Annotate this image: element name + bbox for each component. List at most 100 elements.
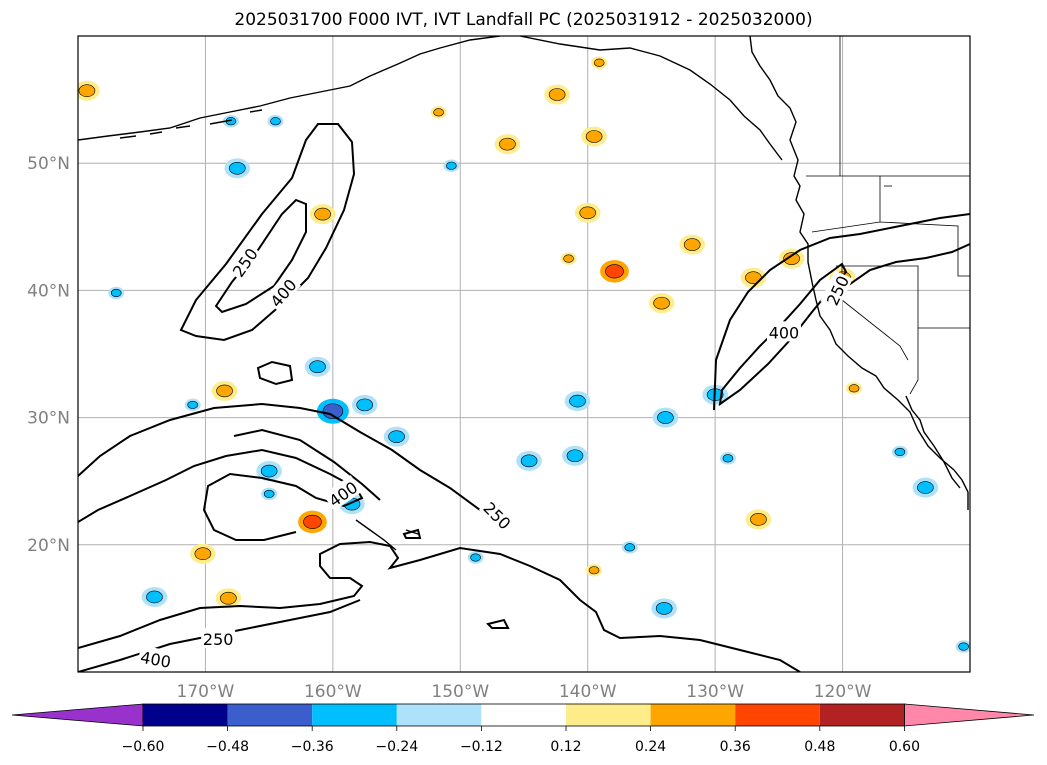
pc-feature-core <box>593 58 605 67</box>
pc-feature <box>591 56 608 69</box>
pc-feature <box>562 445 588 466</box>
pc-feature <box>912 477 939 498</box>
pc-feature-core <box>314 207 331 221</box>
pc-feature-core <box>216 384 233 398</box>
pc-feature <box>652 407 679 428</box>
pc-feature <box>304 356 331 377</box>
lon-tick-label: 120°W <box>814 682 872 702</box>
pc-feature-core <box>356 398 374 412</box>
lon-tick-label: 170°W <box>177 682 235 702</box>
contour-label-bg <box>322 475 363 512</box>
pc-feature-core <box>563 254 574 263</box>
colorbar-segment <box>143 704 228 726</box>
pc-feature-core <box>433 108 444 117</box>
colorbar-segment <box>396 704 482 726</box>
contour-label-bg <box>226 242 263 282</box>
pc-feature-core <box>566 449 584 463</box>
pc-feature-core <box>499 137 516 151</box>
coastline-north-america <box>749 36 969 510</box>
lat-tick-label: 50°N <box>27 154 70 174</box>
pc-feature <box>108 286 125 300</box>
pc-feature <box>778 248 805 269</box>
pc-feature-core <box>605 264 624 279</box>
pc-feature-core <box>653 296 670 310</box>
contour-label: 400 <box>766 321 801 342</box>
pc-feature-core <box>548 88 566 101</box>
pc-features <box>78 56 970 653</box>
colorbar-tick-label: −0.24 <box>375 739 418 755</box>
pc-feature <box>544 84 570 105</box>
pc-feature <box>351 394 378 415</box>
pc-feature-core <box>783 252 800 265</box>
pc-feature <box>467 551 484 564</box>
lon-tick-label: 150°W <box>431 682 489 702</box>
colorbar-tick-label: −0.12 <box>460 739 503 755</box>
colorbar-segment <box>566 704 651 726</box>
lon-tick-label: 160°W <box>304 682 362 702</box>
contour-label: 250 <box>201 627 236 649</box>
contour-250-coast <box>713 213 970 411</box>
pc-feature-core <box>958 642 969 651</box>
pc-feature-core <box>848 384 860 393</box>
colorbar-tick-label: −0.60 <box>122 739 165 755</box>
pc-feature <box>298 510 327 534</box>
pc-feature-core <box>579 206 597 220</box>
contour-label-bg <box>820 270 853 310</box>
colorbar-tick-label: −0.48 <box>206 739 249 755</box>
pc-feature-core <box>388 430 405 443</box>
pc-feature-core <box>260 464 278 478</box>
contour-label-bg <box>201 627 236 648</box>
contour-250-north <box>179 123 356 342</box>
colorbar-segment <box>227 704 313 726</box>
coastline-aleutians <box>119 109 263 139</box>
pc-feature <box>215 588 242 609</box>
contour-label-bg <box>766 321 801 342</box>
contour-400-coast <box>718 262 848 407</box>
colorbar-frame <box>142 703 905 727</box>
colorbar-tick-label: 0.60 <box>889 739 920 755</box>
coastline-baja <box>905 395 961 489</box>
pc-feature <box>494 134 521 155</box>
pc-feature-core <box>470 553 481 562</box>
lon-tick-label: 130°W <box>686 682 744 702</box>
pc-feature <box>955 640 970 653</box>
contour-label: 400 <box>137 645 175 672</box>
pc-feature-core <box>322 403 344 420</box>
pc-feature-core <box>309 360 326 374</box>
contour-label-bg <box>137 645 175 672</box>
pc-feature-core <box>270 117 281 126</box>
pc-feature-core <box>187 400 198 409</box>
pc-feature <box>648 293 675 314</box>
colorbar-tick-label: 0.36 <box>720 739 751 755</box>
coastline-alaska-south <box>519 36 783 161</box>
pc-feature-core <box>194 547 212 561</box>
pc-feature <box>560 252 577 265</box>
pc-feature-core <box>722 454 734 463</box>
pc-feature <box>184 398 201 412</box>
pc-feature <box>574 202 601 223</box>
colorbar-tick-label: 0.48 <box>804 739 835 755</box>
pc-feature-core <box>110 288 122 297</box>
pc-feature <box>430 106 447 119</box>
plot-area <box>78 36 970 672</box>
pc-feature <box>316 398 349 424</box>
pc-feature-core <box>520 454 538 468</box>
lat-tick-label: 30°N <box>27 409 70 429</box>
pc-feature-core <box>683 238 701 251</box>
contour-small-loop-1 <box>402 528 422 539</box>
contour-250-south <box>78 540 801 672</box>
pc-feature-core <box>263 489 275 498</box>
contour-small-loop-2 <box>486 618 510 629</box>
contour-label: 250 <box>820 270 853 310</box>
pc-feature-core <box>228 161 246 175</box>
pc-feature <box>719 452 736 465</box>
pc-feature <box>679 234 706 255</box>
pc-feature-core <box>655 602 673 615</box>
pc-feature <box>651 598 677 619</box>
pc-feature <box>256 461 282 482</box>
lon-tick-label: 140°W <box>559 682 617 702</box>
pc-feature-core <box>588 566 600 575</box>
colorbar-tick-label: −0.36 <box>291 739 334 755</box>
contour-label-bg <box>263 272 301 312</box>
